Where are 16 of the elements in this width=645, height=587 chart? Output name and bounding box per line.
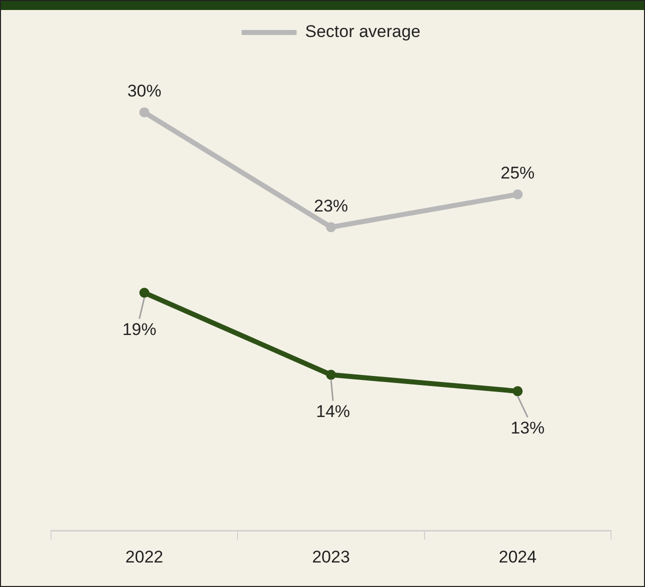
point	[512, 386, 523, 396]
data-label: 14%	[316, 402, 350, 421]
legend-label: Sector average	[305, 22, 420, 42]
data-label: 25%	[500, 164, 535, 183]
data-label: 19%	[122, 320, 156, 339]
data-label: 13%	[510, 418, 545, 438]
x-tick-label: 2024	[498, 547, 537, 566]
data-label: 30%	[127, 82, 162, 101]
x-tick-label: 2022	[125, 547, 164, 566]
data-label: 23%	[314, 196, 348, 216]
point	[139, 107, 150, 118]
x-tick-label: 2023	[312, 547, 350, 566]
point	[512, 189, 523, 200]
point	[139, 288, 150, 298]
point	[326, 222, 336, 232]
point	[326, 370, 336, 380]
